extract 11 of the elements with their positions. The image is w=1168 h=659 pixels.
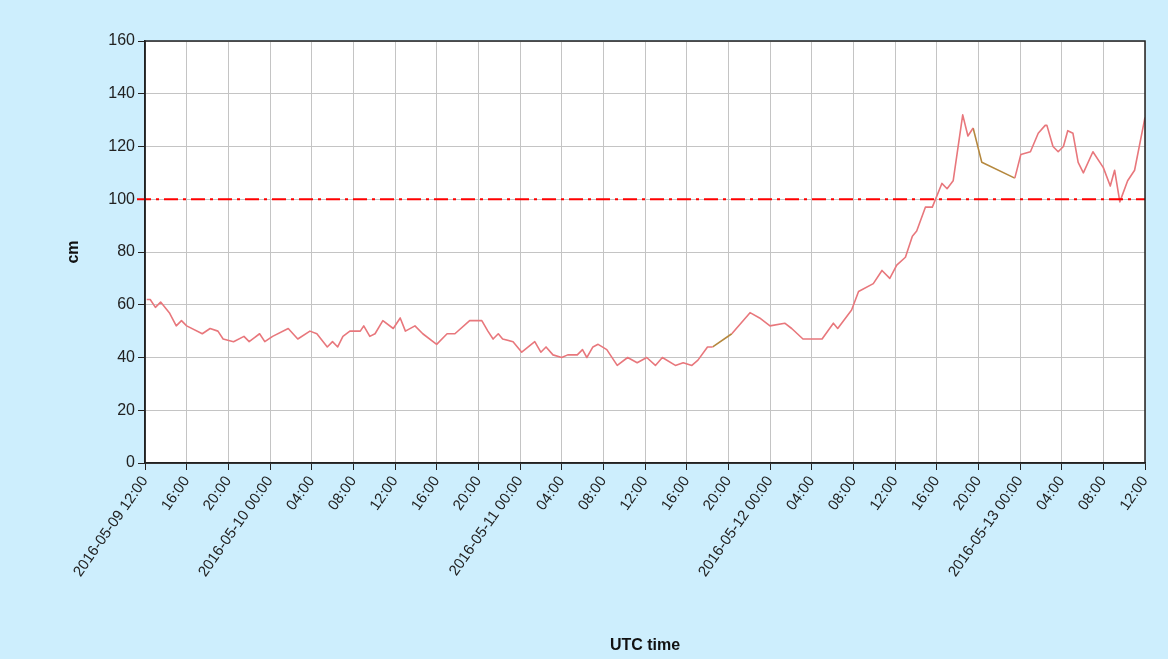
y-tick-label: 0 <box>126 453 136 471</box>
y-tick-label: 80 <box>117 242 136 260</box>
y-tick-label: 20 <box>117 400 136 418</box>
y-tick-label: 60 <box>117 295 136 313</box>
y-tick-label: 120 <box>108 136 136 154</box>
y-tick-label: 160 <box>108 31 136 49</box>
y-tick-label: 40 <box>117 347 136 365</box>
y-tick-label: 100 <box>108 189 136 207</box>
x-axis-title: UTC time <box>609 635 681 653</box>
y-axis-title: cm <box>64 240 82 264</box>
y-tick-label: 140 <box>108 84 136 102</box>
